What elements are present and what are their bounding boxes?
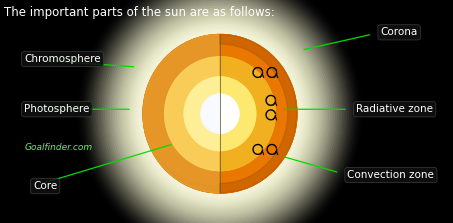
Ellipse shape: [165, 57, 275, 171]
Ellipse shape: [141, 33, 299, 195]
Ellipse shape: [120, 11, 319, 216]
Ellipse shape: [114, 4, 326, 223]
Ellipse shape: [135, 26, 305, 202]
Ellipse shape: [184, 77, 255, 151]
Text: Convection zone: Convection zone: [347, 170, 434, 180]
Ellipse shape: [100, 0, 340, 223]
Ellipse shape: [138, 29, 302, 198]
Ellipse shape: [105, 0, 335, 223]
Ellipse shape: [108, 0, 332, 223]
Ellipse shape: [140, 31, 300, 196]
Ellipse shape: [129, 20, 311, 207]
Ellipse shape: [141, 33, 299, 195]
Polygon shape: [220, 35, 297, 193]
Ellipse shape: [110, 1, 330, 223]
Ellipse shape: [143, 35, 297, 193]
Ellipse shape: [138, 29, 302, 198]
Ellipse shape: [131, 22, 309, 205]
Ellipse shape: [116, 6, 324, 221]
Text: Radiative zone: Radiative zone: [356, 104, 433, 114]
Ellipse shape: [136, 28, 304, 200]
Ellipse shape: [119, 10, 321, 218]
Text: Photosphere: Photosphere: [24, 104, 90, 114]
Ellipse shape: [133, 24, 307, 203]
Ellipse shape: [133, 24, 307, 204]
Ellipse shape: [140, 31, 300, 196]
Ellipse shape: [139, 30, 301, 197]
Ellipse shape: [103, 0, 337, 223]
Ellipse shape: [112, 2, 328, 223]
Ellipse shape: [144, 35, 296, 192]
Ellipse shape: [145, 38, 287, 185]
Polygon shape: [220, 77, 255, 151]
Ellipse shape: [143, 35, 297, 193]
Polygon shape: [165, 57, 220, 171]
Polygon shape: [220, 57, 275, 171]
Ellipse shape: [201, 94, 239, 133]
Ellipse shape: [98, 0, 342, 223]
Polygon shape: [220, 35, 297, 193]
Ellipse shape: [124, 15, 316, 213]
Polygon shape: [184, 77, 220, 151]
Ellipse shape: [134, 25, 306, 202]
Ellipse shape: [127, 19, 313, 209]
Text: The important parts of the sun are as follows:: The important parts of the sun are as fo…: [5, 6, 275, 19]
Polygon shape: [201, 94, 220, 133]
Ellipse shape: [136, 27, 304, 200]
Text: Corona: Corona: [381, 27, 418, 37]
Ellipse shape: [142, 34, 298, 194]
Polygon shape: [143, 35, 220, 193]
Ellipse shape: [126, 17, 314, 211]
Ellipse shape: [135, 27, 304, 201]
Text: Chromosphere: Chromosphere: [24, 54, 101, 64]
Ellipse shape: [122, 13, 318, 214]
Ellipse shape: [101, 0, 338, 223]
Text: Core: Core: [33, 181, 57, 191]
Ellipse shape: [107, 0, 333, 223]
Ellipse shape: [117, 8, 323, 220]
Text: Goalfinder.com: Goalfinder.com: [24, 143, 92, 152]
